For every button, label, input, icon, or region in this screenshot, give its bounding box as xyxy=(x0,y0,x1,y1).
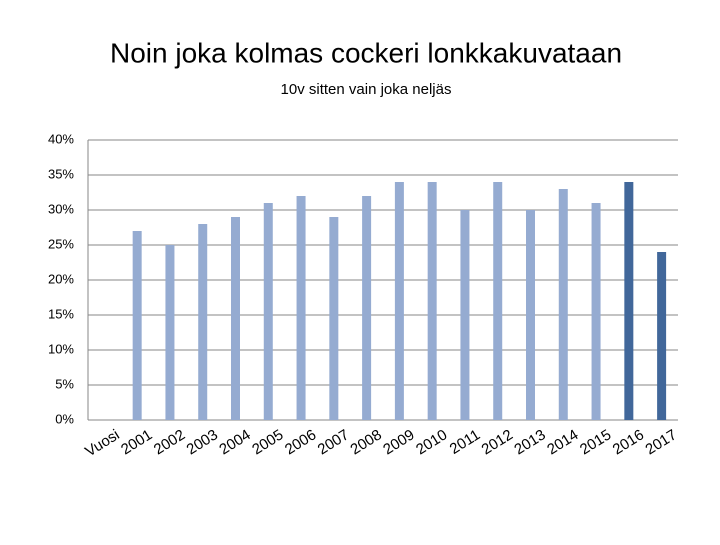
x-tick-label: 2008 xyxy=(348,426,385,458)
bar xyxy=(558,189,568,420)
y-tick-label: 0% xyxy=(55,411,74,426)
bar xyxy=(165,245,175,420)
bar xyxy=(427,182,437,420)
x-tick-label: 2003 xyxy=(184,426,221,458)
chart-title: Noin joka kolmas cockeri lonkkakuvataan xyxy=(110,37,622,68)
bar xyxy=(329,217,339,420)
x-tick-label: 2016 xyxy=(610,426,647,458)
x-tick-label: 2015 xyxy=(577,426,614,458)
x-tick-label: 2011 xyxy=(447,426,483,458)
x-tick-label: Vuosi xyxy=(82,426,122,460)
x-tick-label: 2006 xyxy=(282,426,319,458)
y-tick-label: 35% xyxy=(48,166,74,181)
bar xyxy=(460,210,470,420)
chart-subtitle: 10v sitten vain joka neljäs xyxy=(281,81,452,98)
bar xyxy=(362,196,372,420)
y-tick-label: 30% xyxy=(48,201,74,216)
x-tick-label: 2009 xyxy=(380,426,417,458)
y-tick-label: 20% xyxy=(48,271,74,286)
bar xyxy=(657,252,667,420)
y-tick-label: 15% xyxy=(48,306,74,321)
y-tick-label: 40% xyxy=(48,131,74,146)
bar xyxy=(263,203,273,420)
bar xyxy=(394,182,404,420)
y-tick-label: 10% xyxy=(48,341,74,356)
x-tick-label: 2014 xyxy=(544,426,581,458)
x-tick-label: 2017 xyxy=(643,426,680,458)
bar xyxy=(591,203,601,420)
x-tick-label: 2012 xyxy=(479,426,516,458)
bar xyxy=(132,231,142,420)
y-tick-label: 5% xyxy=(55,376,74,391)
x-tick-label: 2001 xyxy=(118,426,155,458)
x-tick-label: 2002 xyxy=(151,426,188,458)
bar xyxy=(296,196,306,420)
x-tick-label: 2013 xyxy=(511,426,548,458)
y-tick-label: 25% xyxy=(48,236,74,251)
x-tick-label: 2005 xyxy=(249,426,286,458)
x-tick-label: 2004 xyxy=(216,426,253,458)
bar xyxy=(526,210,535,420)
bar xyxy=(231,217,240,420)
x-tick-label: 2010 xyxy=(413,426,450,458)
bar xyxy=(624,182,634,420)
bar xyxy=(198,224,208,420)
x-tick-label: 2007 xyxy=(315,426,352,458)
bar xyxy=(493,182,503,420)
